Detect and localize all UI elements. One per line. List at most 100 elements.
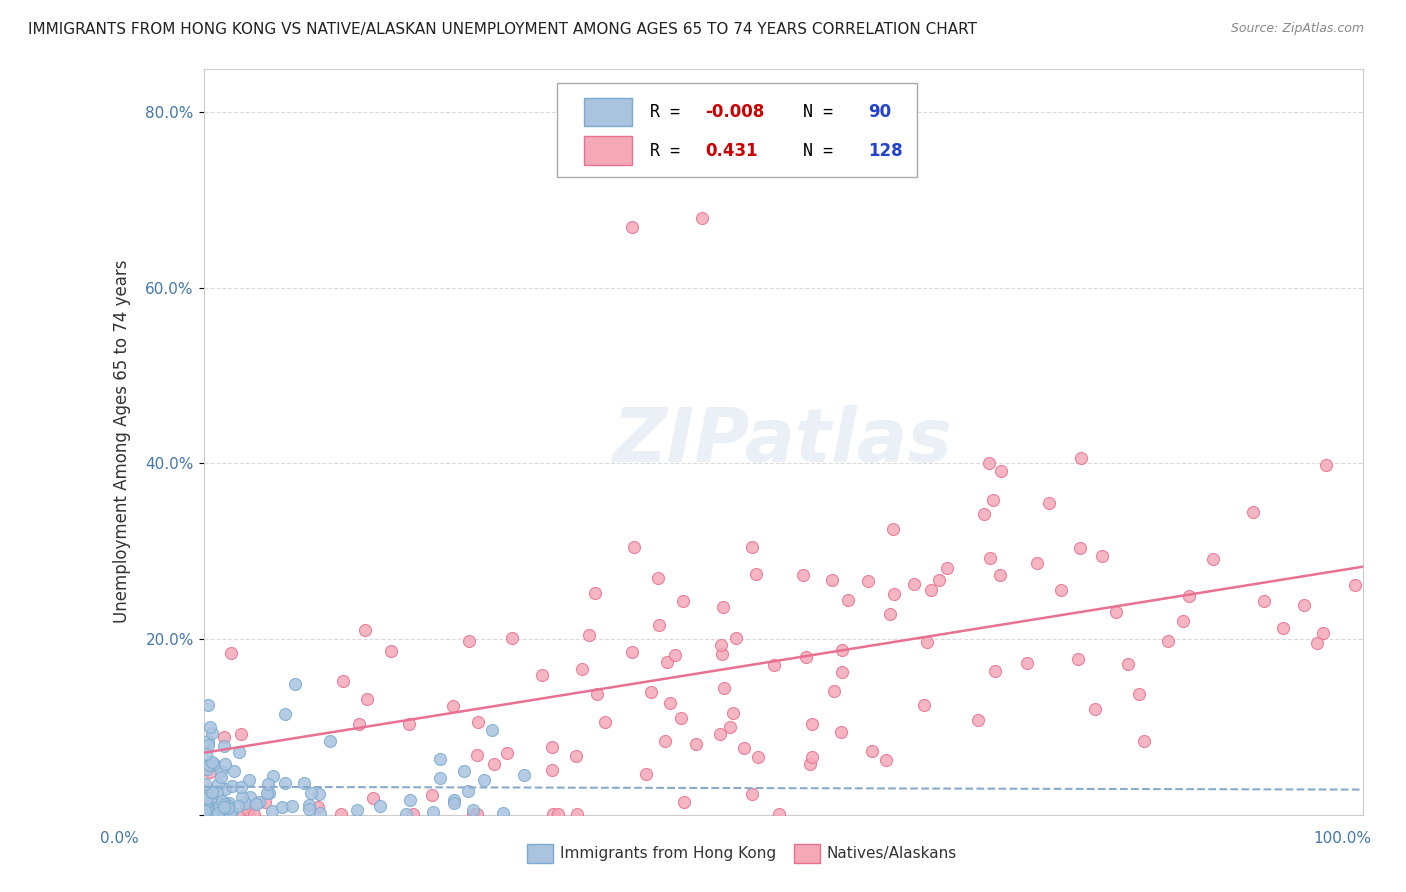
Point [685, 737, 707, 751]
Point [713, 681, 735, 695]
Point [256, 786, 278, 800]
Point [1133, 733, 1156, 747]
Point [981, 493, 1004, 508]
Text: 100.0%: 100.0% [1313, 831, 1372, 846]
Point [443, 793, 465, 807]
Point [461, 803, 484, 817]
Point [207, 805, 229, 820]
Point [1069, 541, 1091, 555]
Point [253, 796, 276, 810]
Point [733, 741, 755, 756]
Point [578, 628, 600, 642]
Point [226, 798, 249, 813]
Point [219, 646, 242, 660]
Point [284, 677, 307, 691]
Point [541, 806, 564, 821]
Point [214, 739, 236, 753]
Point [659, 696, 682, 710]
Point [541, 740, 564, 755]
Point [710, 638, 733, 652]
Point [467, 715, 489, 730]
Point [194, 796, 217, 810]
Text: 0.0%: 0.0% [100, 831, 139, 846]
Point [482, 757, 505, 772]
Point [211, 794, 233, 808]
Point [1306, 636, 1329, 650]
Point [1116, 657, 1139, 672]
Point [197, 757, 219, 772]
Point [257, 777, 280, 791]
Text: IMMIGRANTS FROM HONG KONG VS NATIVE/ALASKAN UNEMPLOYMENT AMONG AGES 65 TO 74 YEA: IMMIGRANTS FROM HONG KONG VS NATIVE/ALAS… [28, 22, 977, 37]
Point [209, 770, 232, 784]
Point [398, 717, 420, 731]
Point [200, 720, 222, 734]
Point [380, 644, 402, 658]
Point [221, 804, 243, 818]
Point [745, 567, 768, 582]
Point [856, 574, 879, 588]
Point [860, 744, 883, 758]
Point [349, 716, 371, 731]
Point [298, 797, 321, 812]
Point [299, 785, 322, 799]
Point [209, 764, 232, 779]
Point [194, 783, 217, 797]
Point [936, 561, 959, 575]
Point [197, 738, 219, 752]
Point [209, 801, 232, 815]
Point [472, 772, 495, 787]
Point [879, 607, 901, 621]
Point [198, 764, 221, 779]
Point [205, 799, 228, 814]
Point [725, 631, 748, 645]
Point [231, 780, 253, 794]
FancyBboxPatch shape [583, 97, 633, 126]
Text: R =: R = [650, 142, 690, 160]
Point [238, 803, 260, 817]
Point [280, 799, 302, 814]
Point [194, 785, 217, 799]
Point [238, 773, 260, 788]
Point [1294, 598, 1316, 612]
Point [481, 723, 503, 737]
Text: Source: ZipAtlas.com: Source: ZipAtlas.com [1230, 22, 1364, 36]
Point [214, 797, 236, 811]
Point [928, 573, 950, 587]
Point [346, 803, 368, 817]
Point [231, 727, 253, 741]
Point [307, 800, 329, 814]
Point [197, 762, 219, 776]
Point [201, 756, 224, 770]
Point [763, 658, 786, 673]
Point [218, 796, 240, 810]
Text: N =: N = [783, 103, 844, 120]
Point [214, 782, 236, 797]
Point [541, 763, 564, 777]
Point [194, 804, 217, 818]
Point [583, 586, 606, 600]
Point [197, 798, 219, 813]
Point [294, 776, 316, 790]
Point [903, 577, 925, 591]
Point [212, 730, 235, 744]
Point [664, 648, 686, 662]
Point [620, 645, 643, 659]
Point [1253, 594, 1275, 608]
Point [262, 804, 284, 818]
Point [441, 698, 464, 713]
Point [801, 717, 824, 731]
Point [513, 767, 536, 781]
Point [747, 749, 769, 764]
Point [741, 787, 763, 801]
Text: 0.431: 0.431 [706, 142, 758, 160]
Point [496, 746, 519, 760]
Point [402, 806, 425, 821]
Point [800, 750, 823, 764]
Point [465, 747, 488, 762]
Point [353, 623, 375, 637]
Point [195, 791, 218, 805]
Point [792, 568, 814, 582]
Point [1171, 614, 1194, 628]
Point [233, 796, 256, 810]
Point [231, 790, 253, 805]
